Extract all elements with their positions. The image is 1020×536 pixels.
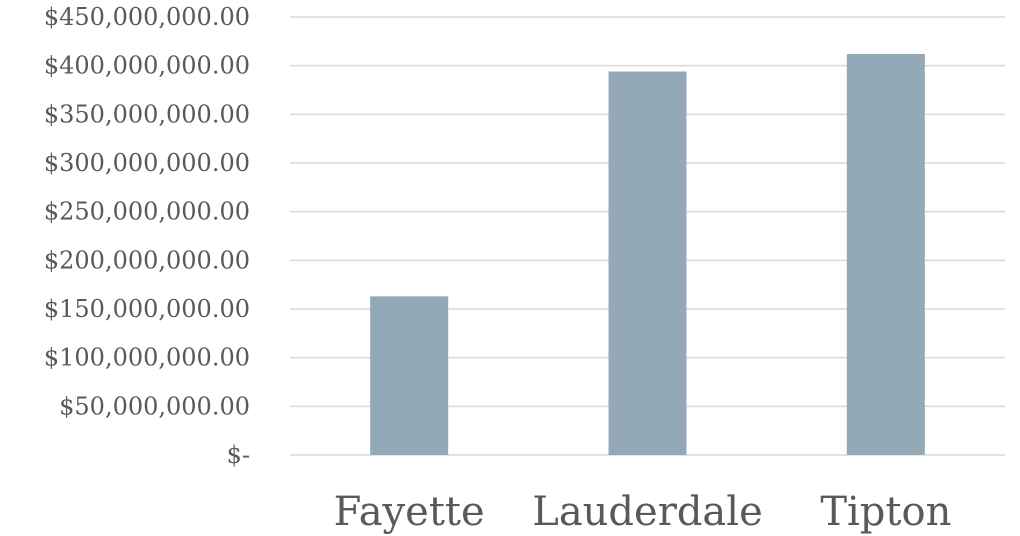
y-tick-label: $250,000,000.00 <box>44 198 250 226</box>
y-tick-label: $400,000,000.00 <box>44 52 250 80</box>
x-axis-categories: Fayette Lauderdale Tipton <box>334 489 952 535</box>
x-category-label: Lauderdale <box>532 489 763 535</box>
y-tick-label: $100,000,000.00 <box>44 344 250 372</box>
y-tick-label: $450,000,000.00 <box>44 3 250 31</box>
x-category-label: Fayette <box>334 489 485 535</box>
y-tick-label: $50,000,000.00 <box>59 392 250 420</box>
bar-fayette <box>370 296 449 455</box>
bar-tipton <box>846 53 925 456</box>
y-axis-ticks: $- $50,000,000.00 $100,000,000.00 $150,000,… <box>44 3 250 469</box>
bar-lauderdale <box>608 71 687 456</box>
y-tick-label: $350,000,000.00 <box>44 100 250 128</box>
y-tick-label: $300,000,000.00 <box>44 149 250 177</box>
y-tick-label: $150,000,000.00 <box>44 295 250 323</box>
bars <box>370 53 925 456</box>
y-tick-label: $200,000,000.00 <box>44 246 250 274</box>
x-category-label: Tipton <box>820 489 951 535</box>
y-tick-label: $- <box>227 441 250 469</box>
